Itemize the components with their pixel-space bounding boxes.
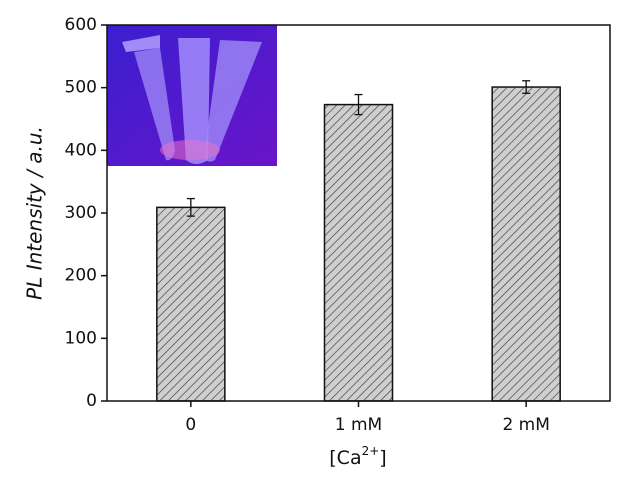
x-label-part: ] [379,447,386,469]
x-axis-label: [Ca2+] [329,444,386,469]
plot-frame [106,24,611,402]
x-label-part: [Ca [329,447,361,469]
bar [323,103,394,402]
bar [156,206,226,402]
x-tick-label: 1 mM [335,415,382,435]
y-tick-label: 500 [65,78,97,98]
bar [491,86,561,402]
x-tick-label: 0 [185,415,196,435]
y-tick-label: 100 [65,328,97,348]
y-tick-label: 300 [65,203,97,223]
y-tick-label: 0 [86,391,97,411]
x-tick-label: 2 mM [502,415,549,435]
x-label-superscript: 2+ [362,444,380,458]
y-tick-label: 400 [65,140,97,160]
y-axis-label: PL Intensity / a.u. [23,126,47,300]
inset-photo [107,25,277,166]
y-tick-label: 600 [65,15,97,35]
y-tick-label: 200 [65,266,97,286]
